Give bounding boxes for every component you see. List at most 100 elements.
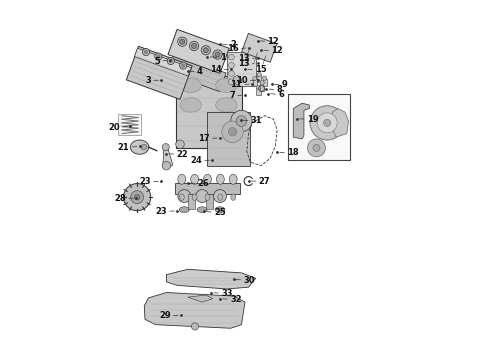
Ellipse shape	[205, 194, 210, 201]
Text: 8: 8	[276, 85, 282, 94]
Circle shape	[228, 71, 234, 76]
Polygon shape	[175, 183, 240, 194]
Text: 22: 22	[176, 150, 188, 159]
Polygon shape	[293, 103, 309, 139]
Circle shape	[192, 323, 198, 330]
Bar	[206, 194, 213, 208]
Ellipse shape	[130, 140, 149, 154]
Circle shape	[131, 191, 144, 203]
Polygon shape	[207, 112, 250, 166]
Bar	[257, 75, 262, 82]
Circle shape	[162, 144, 169, 151]
Text: 32: 32	[230, 295, 242, 304]
Circle shape	[263, 76, 267, 80]
Polygon shape	[126, 46, 192, 99]
Text: 17: 17	[198, 134, 210, 143]
Text: 12: 12	[271, 46, 283, 55]
Ellipse shape	[178, 174, 186, 184]
Bar	[118, 114, 142, 135]
Polygon shape	[242, 33, 277, 62]
Ellipse shape	[180, 98, 201, 112]
Text: 3: 3	[146, 76, 151, 85]
Ellipse shape	[197, 207, 207, 212]
Circle shape	[155, 53, 162, 60]
Text: 16: 16	[227, 44, 239, 53]
Circle shape	[169, 59, 172, 63]
Circle shape	[214, 190, 226, 203]
Bar	[288, 94, 350, 160]
Circle shape	[222, 121, 243, 143]
Circle shape	[236, 116, 247, 126]
Text: 13: 13	[238, 59, 249, 68]
Circle shape	[176, 140, 184, 149]
Polygon shape	[168, 54, 226, 91]
Bar	[260, 84, 264, 91]
Text: 18: 18	[287, 148, 299, 157]
Text: 31: 31	[251, 116, 262, 125]
Circle shape	[252, 76, 257, 81]
Circle shape	[308, 139, 325, 157]
Ellipse shape	[179, 207, 189, 212]
Text: 10: 10	[236, 76, 247, 85]
Bar	[256, 88, 261, 95]
Text: 19: 19	[307, 115, 318, 124]
Bar	[263, 79, 267, 86]
Circle shape	[167, 58, 174, 65]
Circle shape	[144, 50, 147, 54]
Circle shape	[162, 161, 171, 170]
Ellipse shape	[231, 194, 236, 201]
Text: 27: 27	[259, 177, 270, 186]
Polygon shape	[331, 109, 348, 137]
Circle shape	[192, 44, 196, 49]
Text: 7: 7	[229, 91, 235, 100]
Text: 11: 11	[230, 80, 242, 89]
Circle shape	[134, 194, 140, 200]
Circle shape	[323, 119, 331, 126]
Polygon shape	[144, 293, 245, 328]
Ellipse shape	[203, 174, 211, 184]
Polygon shape	[227, 52, 256, 86]
Text: 15: 15	[255, 66, 267, 75]
Circle shape	[181, 64, 185, 67]
Circle shape	[228, 63, 234, 68]
Ellipse shape	[217, 174, 224, 184]
Text: 2: 2	[230, 40, 236, 49]
Ellipse shape	[179, 194, 184, 201]
Text: 5: 5	[154, 57, 160, 66]
Bar	[188, 194, 195, 208]
Circle shape	[233, 140, 242, 149]
Circle shape	[196, 190, 209, 203]
Ellipse shape	[192, 194, 197, 201]
Text: 30: 30	[244, 275, 255, 284]
Text: 12: 12	[268, 37, 279, 46]
Circle shape	[201, 46, 211, 55]
Text: 33: 33	[221, 289, 233, 298]
Circle shape	[178, 37, 187, 46]
Circle shape	[231, 111, 252, 132]
Circle shape	[233, 76, 242, 84]
Text: 26: 26	[198, 179, 210, 188]
Circle shape	[203, 48, 208, 53]
Circle shape	[313, 144, 320, 152]
Ellipse shape	[229, 174, 237, 184]
Text: 24: 24	[191, 156, 202, 165]
Polygon shape	[175, 76, 242, 148]
Circle shape	[190, 41, 199, 51]
Text: 25: 25	[214, 208, 226, 217]
Text: 23: 23	[140, 177, 151, 186]
Ellipse shape	[215, 207, 225, 212]
Circle shape	[176, 76, 184, 84]
Ellipse shape	[191, 174, 198, 184]
Text: 6: 6	[278, 90, 284, 99]
Text: 4: 4	[197, 67, 203, 76]
Circle shape	[157, 55, 160, 58]
Text: 21: 21	[118, 143, 130, 152]
Text: 29: 29	[159, 311, 171, 320]
Text: 23: 23	[155, 207, 167, 216]
Ellipse shape	[218, 194, 223, 201]
Circle shape	[123, 184, 151, 211]
Ellipse shape	[216, 78, 237, 93]
Circle shape	[260, 81, 264, 85]
Text: 20: 20	[108, 123, 120, 132]
Circle shape	[213, 50, 222, 59]
